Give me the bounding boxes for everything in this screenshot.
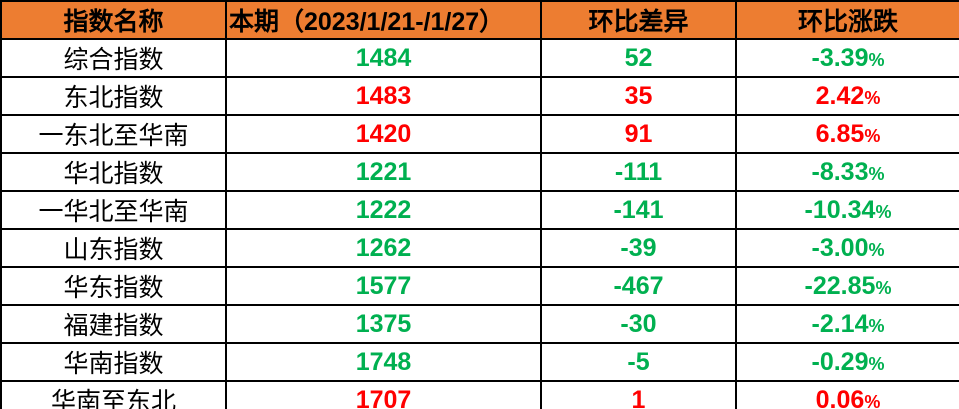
table-row: 东北指数 1483 35 2.42% [0,76,959,116]
index-name-cell: 东北指数 [0,76,227,116]
current-value-cell: 1222 [225,190,542,230]
wow-pct-cell: -10.34% [735,190,959,230]
pct-value: -3.39 [811,43,869,72]
header-index-name: 指数名称 [0,0,227,40]
index-name-cell: 综合指数 [0,38,227,78]
pct-value: -2.14 [811,309,869,338]
index-name-cell: 一东北至华南 [0,114,227,154]
header-wow-pct: 环比涨跌 [735,0,959,40]
current-value-cell: 1707 [225,380,542,409]
table-row: 综合指数 1484 52 -3.39% [0,38,959,78]
header-current-period: 本期（2023/1/21-/1/27） [225,0,542,40]
current-value-cell: 1577 [225,266,542,306]
wow-pct-cell: -0.29% [735,342,959,382]
current-value-cell: 1375 [225,304,542,344]
table-row: 华东指数 1577 -467 -22.85% [0,266,959,306]
wow-pct-cell: 2.42% [735,76,959,116]
current-value-cell: 1420 [225,114,542,154]
header-row: 指数名称 本期（2023/1/21-/1/27） 环比差异 环比涨跌 [0,0,959,40]
percent-sign: % [868,239,885,260]
wow-diff-cell: 35 [540,76,737,116]
pct-value: 6.85 [815,119,865,148]
percent-sign: % [875,201,892,222]
percent-sign: % [868,315,885,336]
table-row: 华南至东北 1707 1 0.06% [0,380,959,409]
table-row: 华北指数 1221 -111 -8.33% [0,152,959,192]
index-name-cell: 华南指数 [0,342,227,382]
percent-sign: % [868,353,885,374]
percent-sign: % [864,391,881,409]
wow-diff-cell: -5 [540,342,737,382]
wow-pct-cell: -8.33% [735,152,959,192]
wow-pct-cell: -3.39% [735,38,959,78]
percent-sign: % [875,277,892,298]
wow-diff-cell: 52 [540,38,737,78]
table-row: 一东北至华南 1420 91 6.85% [0,114,959,154]
pct-value: -3.00 [811,233,869,262]
wow-pct-cell: -2.14% [735,304,959,344]
wow-diff-cell: -467 [540,266,737,306]
pct-value: -0.29 [811,347,869,376]
wow-diff-cell: 91 [540,114,737,154]
table-row: 华南指数 1748 -5 -0.29% [0,342,959,382]
pct-value: -22.85 [804,271,876,300]
wow-diff-cell: 1 [540,380,737,409]
wow-pct-cell: 0.06% [735,380,959,409]
current-value-cell: 1221 [225,152,542,192]
percent-sign: % [864,125,881,146]
index-name-cell: 山东指数 [0,228,227,268]
pct-value: 0.06 [815,385,865,409]
table-row: 山东指数 1262 -39 -3.00% [0,228,959,268]
pct-value: -10.34 [804,195,876,224]
wow-pct-cell: -22.85% [735,266,959,306]
wow-diff-cell: -30 [540,304,737,344]
pct-value: -8.33 [811,157,869,186]
percent-sign: % [868,163,885,184]
wow-pct-cell: 6.85% [735,114,959,154]
table-row: 福建指数 1375 -30 -2.14% [0,304,959,344]
header-wow-diff: 环比差异 [540,0,737,40]
wow-diff-cell: -141 [540,190,737,230]
index-name-cell: 华南至东北 [0,380,227,409]
percent-sign: % [864,87,881,108]
index-name-cell: 福建指数 [0,304,227,344]
table-row: 一华北至华南 1222 -141 -10.34% [0,190,959,230]
current-value-cell: 1483 [225,76,542,116]
index-name-cell: 一华北至华南 [0,190,227,230]
wow-pct-cell: -3.00% [735,228,959,268]
percent-sign: % [868,49,885,70]
current-value-cell: 1748 [225,342,542,382]
wow-diff-cell: -111 [540,152,737,192]
pct-value: 2.42 [815,81,865,110]
current-value-cell: 1262 [225,228,542,268]
index-name-cell: 华东指数 [0,266,227,306]
current-value-cell: 1484 [225,38,542,78]
wow-diff-cell: -39 [540,228,737,268]
index-name-cell: 华北指数 [0,152,227,192]
